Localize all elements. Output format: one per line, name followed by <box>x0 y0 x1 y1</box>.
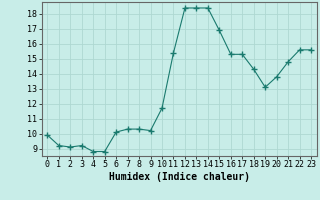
X-axis label: Humidex (Indice chaleur): Humidex (Indice chaleur) <box>109 172 250 182</box>
